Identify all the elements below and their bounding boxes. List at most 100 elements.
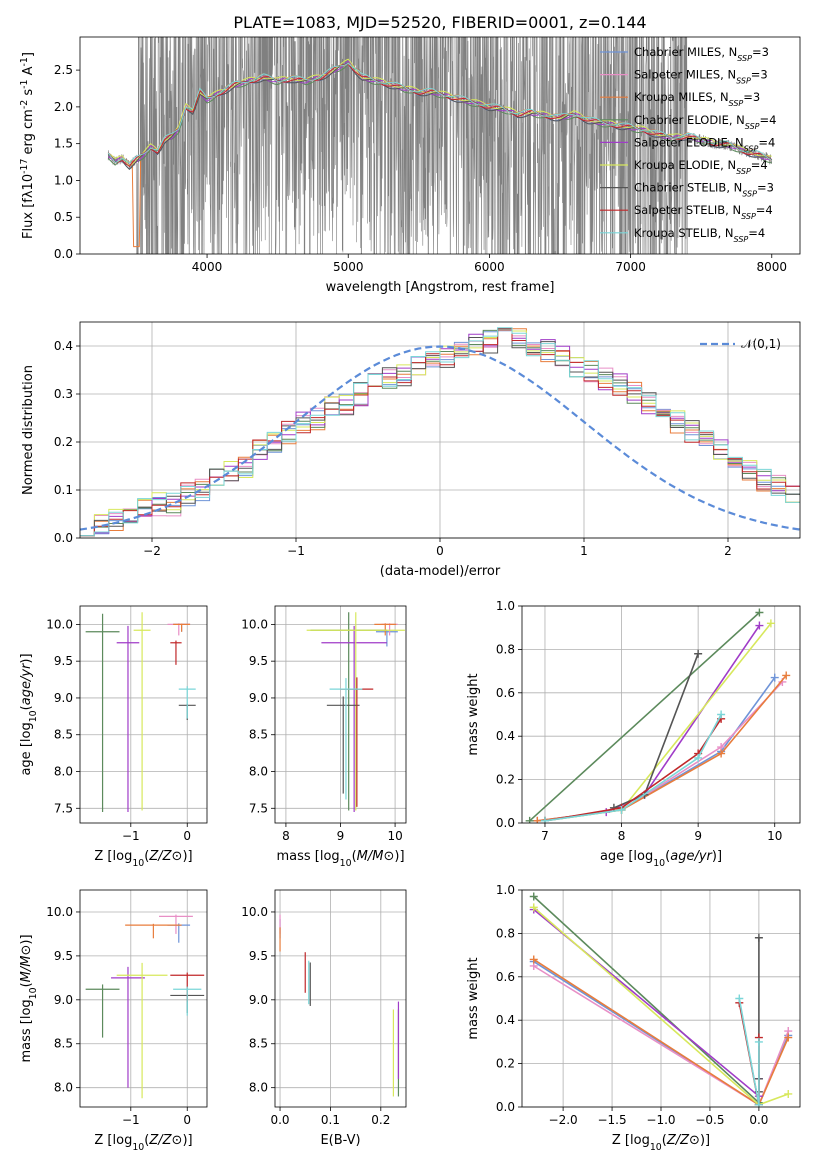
- x-tick-label: 4000: [192, 260, 223, 274]
- y-tick-label: 2.5: [54, 63, 73, 77]
- weight-series-4: [533, 895, 760, 1104]
- x-tick-label: 9: [337, 829, 345, 843]
- model-spectrum-9: [107, 62, 773, 164]
- weight-marker: [533, 816, 542, 823]
- y-tick-label: 0.8: [496, 642, 515, 656]
- plot-area: [107, 37, 773, 254]
- y-tick-label: 8.0: [54, 1081, 73, 1095]
- y-tick-label: 9.5: [249, 654, 268, 668]
- y-tick-label: 0.4: [496, 1013, 515, 1027]
- y-tick-label: 0.2: [496, 773, 515, 787]
- x-tick-label: 6000: [474, 260, 505, 274]
- weight-marker: [617, 805, 626, 814]
- weight-marker: [529, 903, 538, 912]
- weight-marker: [755, 608, 764, 617]
- x-tick-label: 0.1: [321, 1113, 340, 1127]
- y-tick-label: 0.0: [54, 531, 73, 545]
- errorbar-point-9: [173, 986, 202, 1016]
- y-axis-label: Flux [fλ10-17 erg cm-2 s-1 A-1]: [19, 52, 37, 239]
- x-tick-label: 2: [724, 544, 732, 558]
- axes-frame: [521, 605, 801, 824]
- x-tick-label: 0.0: [749, 1113, 768, 1127]
- weight-marker: [755, 621, 764, 630]
- chart-age_vs_Z: −1 0 7.5 8.0 8.5 9.0 9.5 10.0 Z [log10(Z/Z⊙)] age…: [19, 605, 208, 869]
- x-tick-label: 10: [387, 829, 402, 843]
- y-tick-label: 0.3: [54, 387, 73, 401]
- model-spectrum-8: [107, 63, 773, 168]
- legend-entry-7: Chabrier STELIB, NSSP=3: [634, 181, 774, 199]
- y-tick-label: 2.0: [54, 100, 73, 114]
- y-tick-label: 9.5: [54, 949, 73, 963]
- weight-marker: [754, 1100, 763, 1107]
- x-axis-label: Z [log10(Z/Z⊙)]: [94, 849, 192, 869]
- chart-age_vs_mass: 8 9 10 7.5 8.0 8.5 9.0 9.5 10.0 mass [log10(M/M⊙)…: [241, 605, 407, 869]
- y-tick-label: 8.0: [249, 765, 268, 779]
- plot-area: [525, 608, 791, 823]
- errorbar-point-3: [173, 623, 191, 632]
- y-axis-label: age [log10(age/yr)]: [19, 653, 39, 775]
- plot-area: [85, 914, 205, 1099]
- errorbar-point-6: [306, 612, 405, 811]
- histogram-9: [80, 327, 800, 537]
- errorbar-point-9: [329, 678, 363, 800]
- y-tick-label: 0.6: [496, 970, 515, 984]
- plot-area: [85, 612, 196, 812]
- y-tick-label: 8.5: [54, 728, 73, 742]
- y-tick-label: 1.0: [496, 883, 515, 897]
- x-tick-label: −1: [287, 544, 305, 558]
- y-tick-label: 7.5: [249, 801, 268, 815]
- y-axis-label: Normed distribution: [21, 365, 36, 495]
- plot-area: [529, 892, 793, 1107]
- errorbar-point-5: [116, 625, 140, 812]
- weight-marker: [782, 671, 791, 680]
- y-tick-label: 0.1: [54, 483, 73, 497]
- chart-mass_vs_ebv: 0.0 0.1 0.2 8.0 8.5 9.0 9.5 10.0 E(B-V): [241, 889, 407, 1148]
- axes-frame: [79, 321, 801, 539]
- chart-spectrum: 4000 5000 6000 7000 8000 0.0 0.5 1.0 1.5 2.0 2.5 wa…: [19, 36, 801, 295]
- legend-entry-5: Salpeter ELODIE, NSSP=4: [634, 135, 775, 153]
- y-tick-label: 9.0: [54, 691, 73, 705]
- x-tick-label: 7: [541, 829, 549, 843]
- errorbar-point-7: [326, 696, 360, 794]
- y-tick-label: 8.5: [249, 728, 268, 742]
- y-tick-label: 0.4: [54, 339, 73, 353]
- x-tick-label: 0.0: [270, 1113, 289, 1127]
- y-axis-label: mass weight: [466, 673, 481, 755]
- weight-marker: [766, 619, 775, 628]
- axes-frame: [521, 889, 801, 1108]
- x-tick-label: −1: [122, 1113, 140, 1127]
- y-tick-label: 8.0: [54, 765, 73, 779]
- normal-legend-label: 𝒩(0,1): [741, 337, 781, 351]
- chart-mass_vs_Z: −1 0 8.0 8.5 9.0 9.5 10.0 Z [log10(Z/Z⊙)] mass […: [19, 889, 208, 1153]
- y-tick-label: 8.5: [249, 1037, 268, 1051]
- x-tick-label: 9: [694, 829, 702, 843]
- panels: 4000 5000 6000 7000 80000.00.51.01.52.02.5wa…: [19, 36, 801, 1153]
- weight-marker: [529, 955, 538, 964]
- chart-residuals: −2 −1 0 1 2 0.0 0.1 0.2 0.3 0.4 (data-model)/error…: [21, 321, 801, 579]
- y-tick-label: 1.0: [496, 599, 515, 613]
- legend-entry-1: Chabrier MILES, NSSP=3: [634, 45, 769, 63]
- errorbar-point-9: [178, 686, 196, 719]
- x-tick-label: 1: [580, 544, 588, 558]
- weight-marker: [735, 994, 744, 1003]
- weight-marker: [525, 816, 534, 823]
- x-tick-label: 8000: [756, 260, 787, 274]
- plot-area: [80, 327, 800, 537]
- x-tick-label: −1.0: [646, 1113, 675, 1127]
- y-tick-label: 1.0: [54, 173, 73, 187]
- x-axis-label: Z [log10(Z/Z⊙)]: [612, 1133, 710, 1153]
- weight-series-4: [529, 611, 760, 822]
- y-tick-label: 0.0: [496, 1100, 515, 1114]
- x-axis-label: age [log10(age/yr)]: [600, 849, 722, 869]
- y-tick-label: 9.0: [249, 691, 268, 705]
- errorbar-point-3: [125, 923, 182, 939]
- y-tick-label: 10.0: [46, 905, 73, 919]
- y-tick-label: 9.5: [54, 654, 73, 668]
- errorbar-point-1: [375, 630, 398, 647]
- y-tick-label: 10.0: [241, 617, 268, 631]
- model-spectrum-6: [107, 58, 772, 167]
- y-tick-label: 0.2: [54, 435, 73, 449]
- x-tick-label: 5000: [333, 260, 364, 274]
- y-tick-label: 8.0: [249, 1081, 268, 1095]
